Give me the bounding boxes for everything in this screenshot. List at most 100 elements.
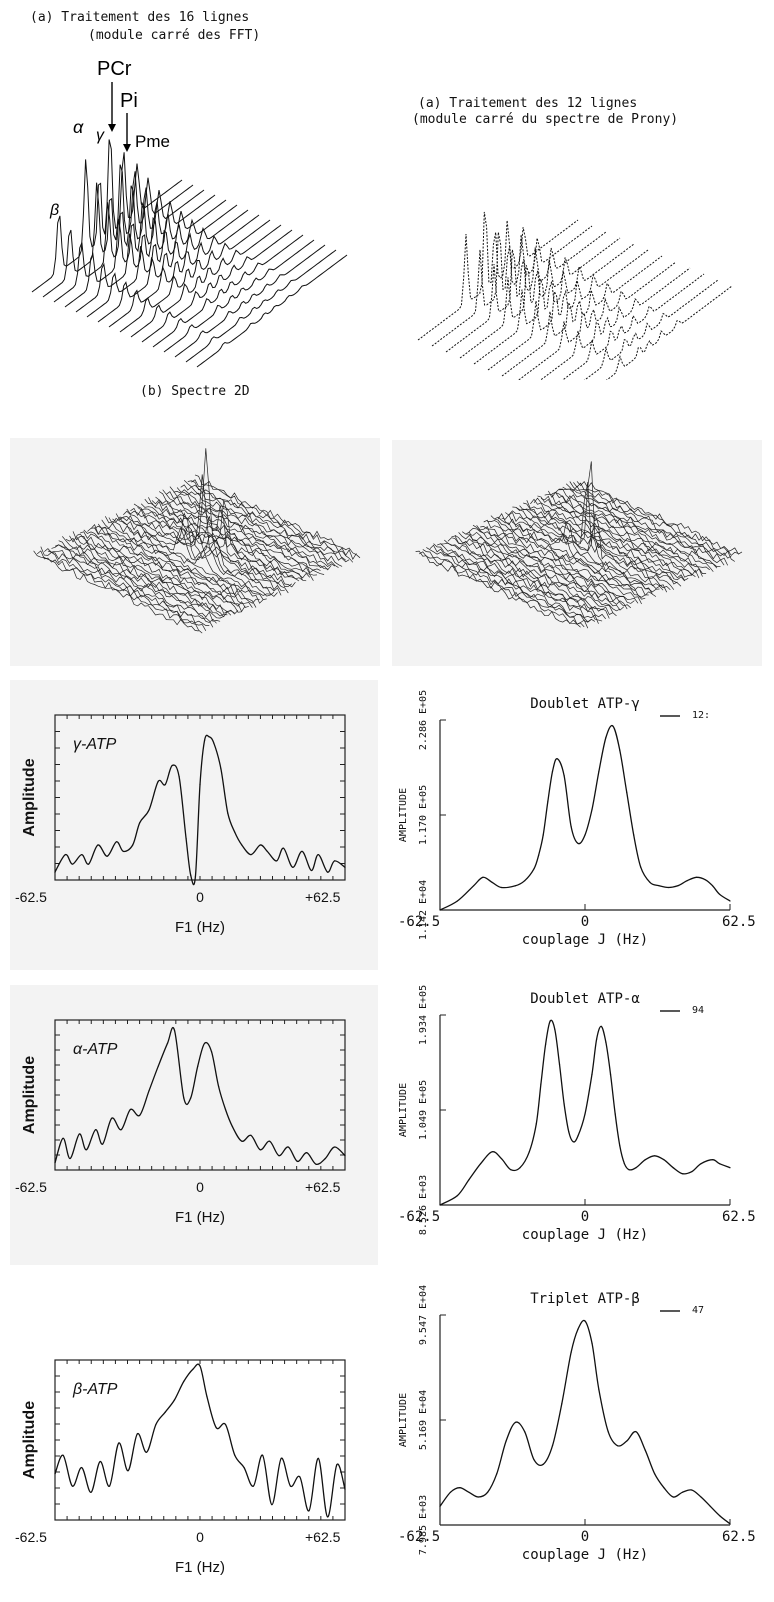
surface-mesh-line [454,535,621,612]
data-point [336,1464,338,1466]
data-point [468,1179,470,1181]
surface-mesh-line [151,499,318,576]
data-point [310,869,312,872]
data-point [157,1065,159,1067]
x-axis-label: F1 (Hz) [175,1209,225,1226]
data-point [185,838,187,840]
chart-title: Doublet ATP-γ [530,696,640,712]
data-point [166,1042,169,1044]
surface-mesh-line [166,491,332,571]
data-point [241,1140,243,1142]
data-point [563,1103,565,1105]
data-point [619,749,621,751]
stack-line [459,237,621,359]
data-point [519,1167,521,1169]
chart-fft-beta: β-ATP Amplitude -62.5 0 +62.5 F1 (Hz) [10,1300,378,1598]
data-point [301,850,303,852]
data-point [278,1155,280,1157]
x-axis-label: couplage J (Hz) [522,1227,648,1243]
data-point [524,1431,526,1433]
data-point [719,1163,721,1165]
data-point [299,1476,301,1478]
data-point [62,1137,64,1139]
right-stack-title-line2: (module carré du spectre de Prony) [412,112,679,127]
data-point [324,1157,326,1160]
stack-line [185,249,337,363]
surface-mesh-line [476,525,642,605]
data-point [183,1380,185,1382]
data-point [120,1129,122,1131]
surface-mesh-line [505,511,671,591]
y-axis-label: Amplitude [21,1056,38,1134]
surface-mesh-line [494,516,660,593]
data-point [102,1143,104,1145]
data-point [663,1487,665,1489]
surface-mesh-line [80,531,246,613]
data-point [584,1320,586,1322]
surface-mesh-line [573,482,739,556]
x-tick-label: 62.5 [722,1529,756,1545]
data-point [308,1510,310,1512]
data-point [81,854,83,856]
surface-mesh-line [144,498,311,579]
stack-line [130,224,282,338]
data-point [663,1159,665,1161]
data-point [327,1516,329,1518]
data-point [54,871,56,873]
data-point [78,1133,80,1135]
data-point [677,885,679,887]
data-point [243,1467,245,1469]
chart-prony-beta: Triplet ATP-β 47 AMPLITUDE 7.985 E+03 5.169 … [390,1275,770,1597]
data-point [164,784,166,786]
surface-mesh-line [108,517,275,597]
y-axis-label: Amplitude [21,758,38,836]
surface-mesh-line [180,484,346,561]
stack-line [97,209,249,323]
surface-mesh-line [483,519,649,598]
pcr-arrow-head [108,124,116,132]
data-point [118,1442,120,1444]
data-point [691,1489,693,1491]
peak-label-gamma: γ [96,127,105,144]
surface-mesh-line [162,489,328,570]
data-point [206,1396,208,1398]
data-point [218,1085,220,1088]
data-point [69,1157,71,1160]
x-tick-label: 0 [196,889,204,905]
chart-prony-alpha-svg: Doublet ATP-α 94 AMPLITUDE 8.526 E+03 1.049 … [398,985,756,1243]
chart-prony-beta-svg: Triplet ATP-β 47 AMPLITUDE 7.985 E+03 5.169 … [398,1285,756,1563]
surface-mesh-line [462,531,628,610]
data-point [250,1134,252,1136]
data-point [468,1491,470,1493]
surface-mesh-line [458,532,624,611]
data-point [192,1368,194,1370]
surface-mesh-line [94,525,260,604]
stack-line [561,273,705,380]
surface-mesh-line [540,495,707,574]
surface-mesh-line [36,550,203,634]
data-point [317,854,319,856]
data-point [570,825,572,828]
data-point [234,831,236,833]
surface-mesh-line [551,491,718,569]
data-point [500,1158,503,1160]
data-point [280,1457,282,1459]
data-point [456,1195,458,1197]
chart-fft-alpha-svg: α-ATP Amplitude -62.5 0 +62.5 F1 (Hz) [15,1019,346,1226]
data-point [654,1155,656,1157]
data-point [241,844,243,846]
data-point [136,1433,138,1435]
data-point [538,854,540,856]
chart-fft-gamma: γ-ATP Amplitude -62.5 0 +62.5 F1 (Hz) [10,680,378,970]
data-point [729,1167,731,1169]
data-point [524,880,526,882]
data-point [477,1496,479,1498]
data-point [510,1169,512,1171]
data-point [292,866,294,868]
surface-mesh-line [97,523,264,604]
data-point [591,1073,593,1075]
data-point [215,1427,217,1429]
data-point [614,1113,616,1115]
data-point [540,1083,542,1085]
stack-line [517,261,677,380]
